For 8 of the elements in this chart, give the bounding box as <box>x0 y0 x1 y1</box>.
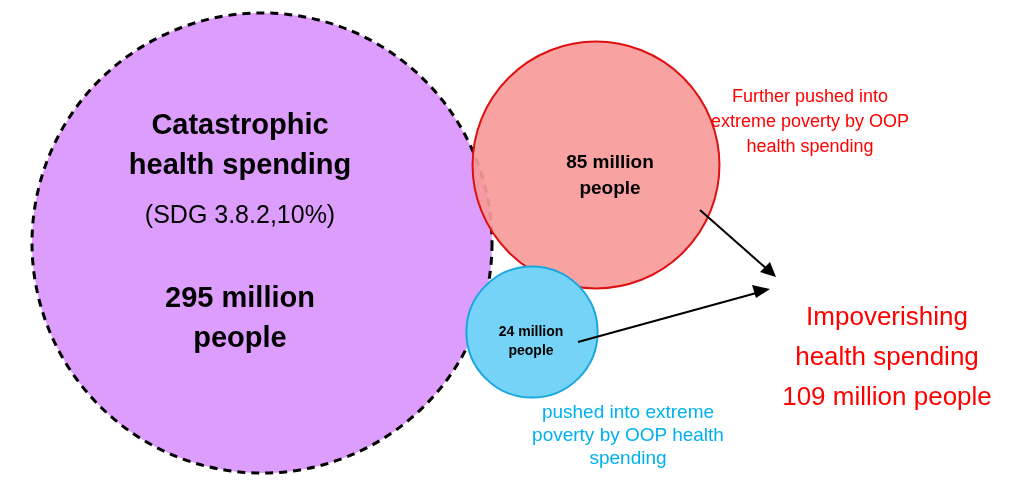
category-label: pushed into extreme poverty by OOP health spending <box>532 401 724 468</box>
text: Impoverishing health spending 109 million people <box>782 301 992 411</box>
data-label: 85 million people <box>566 151 654 198</box>
category-label: Catastrophic health spending <box>128 108 352 180</box>
data-label: 24 million people <box>498 323 564 358</box>
text: (SDG 3.8.2,10%) <box>144 200 336 228</box>
data-label: 295 million people <box>165 281 315 353</box>
category-label: Further pushed into extreme poverty by OOP health spending <box>710 86 910 156</box>
